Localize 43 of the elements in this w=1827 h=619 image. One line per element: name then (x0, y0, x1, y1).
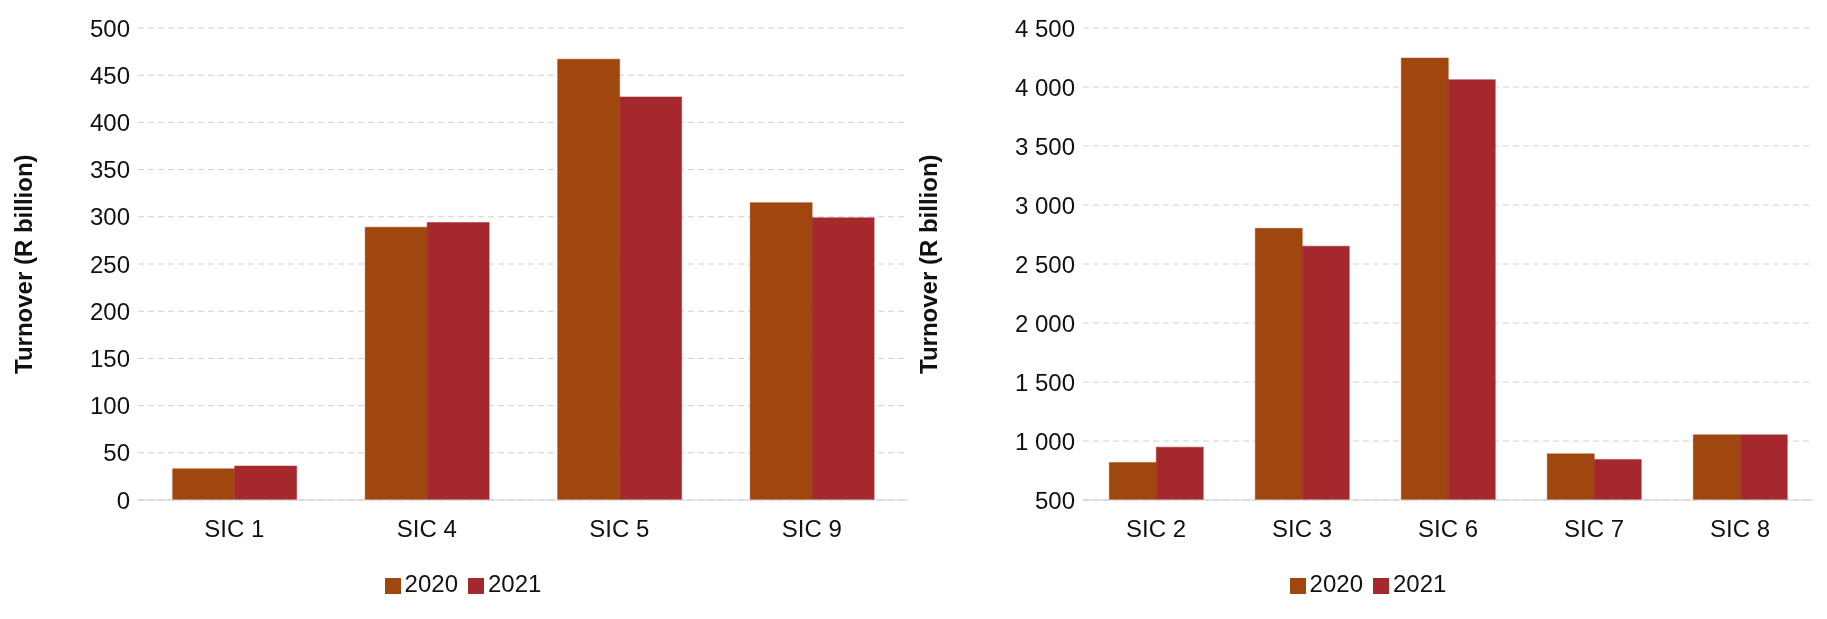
y-tick-label: 3 000 (1014, 191, 1075, 219)
y-tick-label: 4 500 (1014, 14, 1075, 42)
y-tick-label: 1 000 (1014, 427, 1075, 455)
x-tick-label: SIC 3 (1271, 515, 1333, 543)
y-tick-label: 200 (89, 297, 130, 325)
y-tick-label: 3 500 (1014, 132, 1075, 160)
x-tick-label: SIC 7 (1563, 515, 1625, 543)
y-tick-label: 2 500 (1014, 250, 1075, 278)
y-tick-label: 150 (89, 344, 130, 372)
y-tick-label: 300 (89, 203, 130, 231)
bar (557, 58, 620, 500)
x-tick-label: SIC 2 (1125, 515, 1187, 543)
bar (364, 226, 428, 500)
y-tick-label: 350 (89, 156, 130, 184)
y-tick-label: 500 (89, 14, 130, 42)
bar (749, 202, 813, 500)
y-tick-label: 250 (89, 250, 130, 278)
y-tick-label: 2 000 (1014, 309, 1075, 337)
y-tick-label: 400 (89, 108, 130, 136)
legend-label: 2021 (1393, 570, 1447, 597)
y-axis-title: Turnover (R billion) (914, 154, 942, 374)
x-tick-label: SIC 5 (589, 515, 650, 543)
x-tick-label: SIC 8 (1709, 515, 1771, 543)
x-tick-label: SIC 1 (204, 515, 265, 543)
bar (234, 465, 297, 500)
y-tick-label: 4 000 (1014, 73, 1075, 101)
y-tick-label: 1 500 (1014, 368, 1075, 396)
y-axis-title: Turnover (R billion) (9, 154, 37, 374)
legend-label: 2021 (488, 570, 542, 597)
x-tick-label: SIC 4 (396, 515, 457, 543)
x-tick-label: SIC 6 (1417, 515, 1479, 543)
x-tick-label: SIC 9 (781, 515, 842, 543)
y-tick-label: 100 (89, 392, 130, 420)
y-tick-label: 50 (103, 439, 130, 467)
bar (619, 96, 682, 500)
legend-label: 2020 (1309, 570, 1363, 597)
y-tick-label: 500 (1034, 486, 1075, 514)
bar (172, 468, 235, 500)
legend-label: 2020 (404, 570, 458, 597)
y-tick-label: 450 (89, 61, 130, 89)
bar (811, 217, 875, 500)
bar (426, 222, 490, 500)
y-tick-label: 0 (116, 486, 130, 514)
